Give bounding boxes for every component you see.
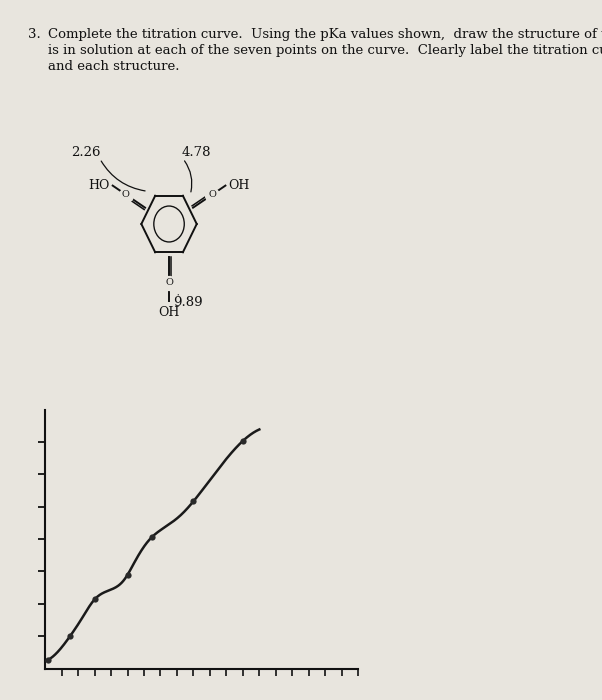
Text: O: O [122, 190, 130, 199]
Text: and each structure.: and each structure. [48, 60, 179, 73]
Text: Complete the titration curve.  Using the pKa values shown,  draw the structure o: Complete the titration curve. Using the … [48, 28, 602, 41]
Text: HO: HO [88, 179, 110, 192]
Text: 2.26: 2.26 [71, 146, 101, 159]
Text: O: O [208, 190, 216, 199]
Text: O: O [165, 279, 173, 287]
Text: 9.89: 9.89 [173, 296, 203, 309]
Text: is in solution at each of the seven points on the curve.  Clearly label the titr: is in solution at each of the seven poin… [48, 44, 602, 57]
Text: OH: OH [158, 306, 180, 318]
Text: 4.78: 4.78 [182, 146, 211, 159]
Text: 3.: 3. [28, 28, 41, 41]
Text: OH: OH [228, 179, 250, 192]
